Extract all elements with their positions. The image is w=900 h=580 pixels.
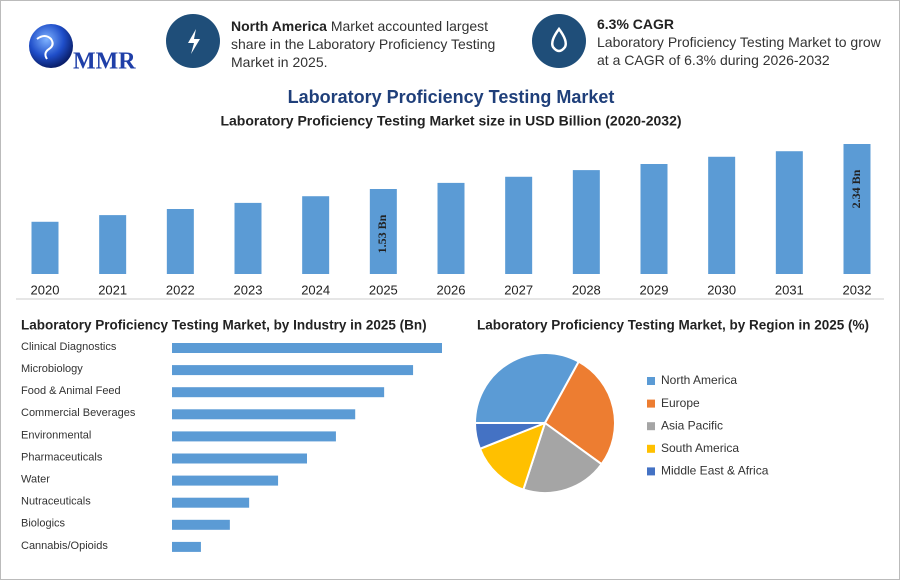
bar <box>302 196 330 274</box>
pie-slice <box>473 352 581 424</box>
pie-slice <box>522 421 604 494</box>
category-label: Biologics <box>21 518 66 530</box>
icon-circle <box>532 14 586 68</box>
bar <box>172 431 336 442</box>
legend-label: Middle East & Africa <box>661 464 769 478</box>
bar <box>172 343 442 353</box>
pie-slice <box>543 360 616 466</box>
logo-text: MMR <box>73 49 136 75</box>
bar <box>234 202 262 274</box>
legend-label: Europe <box>661 396 700 410</box>
category-label: Water <box>21 474 50 486</box>
bar <box>172 497 250 508</box>
legend-swatch <box>647 377 655 385</box>
x-tick-label: 2025 <box>369 282 398 297</box>
logo-swoosh <box>36 35 54 60</box>
info-title: North America <box>231 18 327 34</box>
x-tick-label: 2029 <box>640 282 669 297</box>
bar <box>708 156 736 274</box>
category-label: Food & Animal Feed <box>21 385 121 397</box>
bar <box>172 453 307 464</box>
x-tick-label: 2021 <box>98 282 127 297</box>
info-box: 6.3% CAGR Laboratory Proficiency Testing … <box>597 15 892 69</box>
icon-lightning <box>188 29 200 54</box>
x-tick-label: 2023 <box>234 282 263 297</box>
legend-swatch <box>647 467 655 476</box>
category-label: Clinical Diagnostics <box>21 341 117 353</box>
pie-slice <box>478 421 547 491</box>
legend-label: South America <box>661 441 739 455</box>
value-label: 1.53 Bn <box>375 214 389 253</box>
legend-swatch <box>647 444 655 453</box>
bar <box>572 170 600 274</box>
bar <box>437 182 465 274</box>
category-label: Pharmaceuticals <box>21 451 103 463</box>
icon-drop <box>551 26 567 53</box>
x-tick-label: 2026 <box>437 282 466 297</box>
x-tick-label: 2027 <box>504 282 533 297</box>
category-label: Cannabis/Opioids <box>21 540 108 552</box>
bar <box>505 176 533 274</box>
x-tick-label: 2031 <box>775 282 804 297</box>
main-title: Laboratory Proficiency Testing Market <box>288 87 615 107</box>
x-tick-label: 2032 <box>843 282 872 297</box>
legend-swatch <box>647 399 655 408</box>
bar <box>166 209 194 274</box>
x-tick-label: 2020 <box>31 282 60 297</box>
x-tick-label: 2024 <box>301 282 330 297</box>
bar <box>640 164 668 274</box>
bar <box>31 221 59 274</box>
info-text: Market accounted largest share in the La… <box>231 18 496 70</box>
x-tick-label: 2030 <box>707 282 736 297</box>
bar <box>843 144 871 274</box>
bar <box>172 519 230 530</box>
bar <box>99 215 127 274</box>
legend-swatch <box>647 422 655 431</box>
legend-label: North America <box>661 373 737 387</box>
info-text: Laboratory Proficiency Testing Market to… <box>597 34 881 68</box>
chart-title: Laboratory Proficiency Testing Market, b… <box>21 318 427 333</box>
info-box: North America Market accounted largest s… <box>231 17 511 71</box>
category-label: Commercial Beverages <box>21 407 136 419</box>
x-tick-label: 2028 <box>572 282 601 297</box>
bar <box>172 475 279 486</box>
chart-title: Laboratory Proficiency Testing Market, b… <box>477 318 869 333</box>
legend-label: Asia Pacific <box>661 418 723 432</box>
pie-slice <box>473 422 546 451</box>
x-tick-label: 2022 <box>166 282 195 297</box>
category-label: Microbiology <box>21 363 83 375</box>
bar <box>172 365 414 376</box>
category-label: Environmental <box>21 429 91 441</box>
bar <box>369 189 397 274</box>
value-label: 2.34 Bn <box>849 169 863 208</box>
bar <box>172 387 385 398</box>
category-label: Nutraceuticals <box>21 496 91 508</box>
bar <box>172 541 201 552</box>
bar <box>775 151 803 274</box>
bar <box>172 409 356 420</box>
info-title: 6.3% CAGR <box>597 16 675 32</box>
chart-title: Laboratory Proficiency Testing Market si… <box>220 113 681 129</box>
